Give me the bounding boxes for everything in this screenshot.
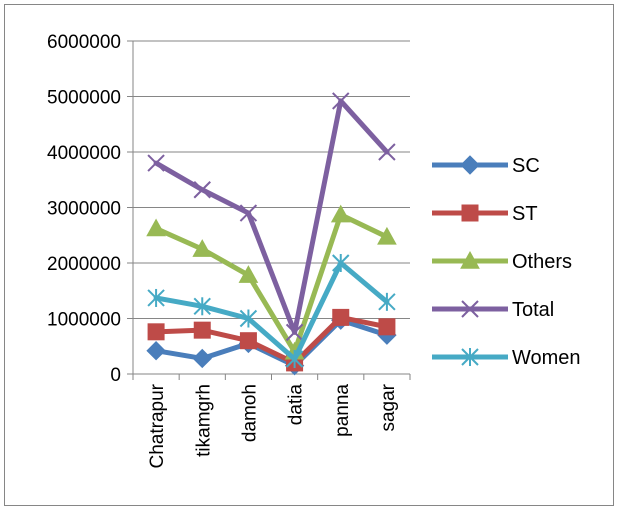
legend-label: Others [512,251,572,273]
data-point [378,143,396,161]
legend-marker [461,204,479,222]
data-point [239,309,258,328]
legend-marker [461,348,479,366]
x-tick-label: damoh [239,384,260,442]
square-marker [461,204,479,222]
legend-item-st: ST [432,203,538,225]
legend-label: SC [512,155,540,177]
series-total [147,92,396,342]
y-tick-labels: 0 1000000 2000000 3000000 4000000 5000000 6000… [47,32,121,386]
data-point [193,297,211,316]
legend-item-others: Others [432,250,572,273]
x-marker-stroke [193,181,211,199]
y-tick-label: 5000000 [47,88,121,109]
data-point [239,204,258,222]
series-women [147,254,396,369]
data-point [147,288,165,307]
x-tick-label: Chatrapur [147,383,168,468]
legend-label: ST [512,203,538,225]
data-point [330,204,351,223]
x-marker-stroke [378,143,396,161]
data-point [332,92,350,110]
data-point [239,332,257,350]
data-point [193,321,211,339]
series-line [153,212,390,355]
data-point [146,218,166,237]
legend: SC ST Others Total Women [432,155,581,369]
triangle-marker [146,218,166,237]
legend-item-total: Total [432,299,554,321]
y-tick-label: 6000000 [47,32,121,53]
data-point [147,154,165,172]
x-tick-label: panna [332,384,353,437]
triangle-marker [460,250,480,269]
data-point [193,181,211,199]
x-marker-stroke [239,204,258,222]
x-marker-stroke [332,92,350,110]
data-point [377,226,397,245]
y-tick-label: 3000000 [47,199,121,220]
x-tick-label: sagar [378,383,399,431]
x-tick-labels: Chatrapur tikamgrh damoh datia panna sagar [147,383,399,468]
series-st [147,308,396,372]
data-point [146,340,166,361]
data-point [147,323,165,341]
legend-marker [461,300,479,318]
series [146,92,397,376]
data-point [332,308,350,326]
x-marker-stroke [285,323,304,342]
legend-label: Women [512,347,581,369]
x-tick-label: datia [286,384,307,426]
data-point [285,323,304,342]
diamond-marker [460,155,480,175]
data-point [192,239,213,257]
series-line [153,98,390,335]
triangle-marker [330,204,351,223]
y-tick-label: 1000000 [47,310,121,331]
square-marker [332,308,350,326]
diamond-marker [146,340,166,361]
legend-marker [460,250,480,269]
gridlines [133,40,410,319]
diamond-marker [192,348,212,369]
legend-item-women: Women [432,347,581,369]
triangle-marker [192,239,213,257]
axes [127,40,411,380]
y-tick-label: 2000000 [47,254,121,275]
data-point [285,350,304,369]
triangle-marker [238,265,259,283]
x-marker-stroke [147,154,165,172]
square-marker [193,321,211,339]
data-point [378,292,396,311]
legend-marker [460,155,480,175]
data-point [332,254,350,272]
x-marker-stroke [461,300,479,318]
legend-item-sc: SC [432,155,540,177]
data-point [378,318,396,336]
triangle-marker [377,226,397,245]
data-point [192,348,212,369]
square-marker [147,323,165,341]
data-point [238,265,259,283]
square-marker [378,318,396,336]
y-tick-label: 4000000 [47,143,121,164]
legend-label: Total [512,299,554,321]
y-tick-label: 0 [110,365,121,386]
series-line [153,317,390,369]
x-tick-label: tikamgrh [193,384,214,457]
square-marker [239,332,257,350]
